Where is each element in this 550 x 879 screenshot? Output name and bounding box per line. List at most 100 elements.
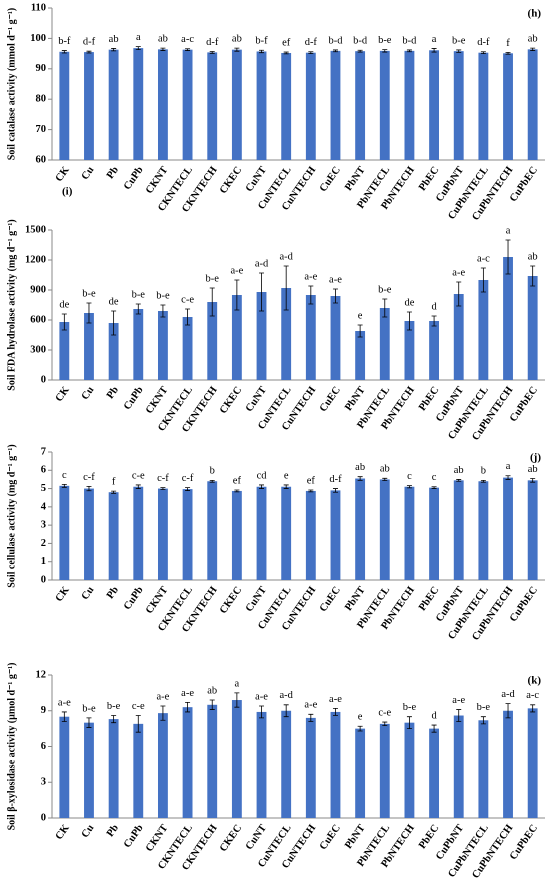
significance-letter: a-e xyxy=(58,697,71,708)
significance-letter: a-e xyxy=(304,700,317,711)
significance-letter: b-e xyxy=(477,702,491,713)
bar xyxy=(379,723,390,818)
significance-letter: b xyxy=(481,466,486,477)
bar xyxy=(305,295,316,380)
bar xyxy=(133,723,144,818)
bar xyxy=(182,489,193,580)
bar xyxy=(231,49,242,161)
x-tick-label: CuPb xyxy=(122,585,146,612)
x-tick-label: CuNT xyxy=(244,823,269,852)
error-bar xyxy=(456,49,462,53)
y-tick-label: 90 xyxy=(36,63,47,74)
error-bar xyxy=(185,702,191,713)
error-bar xyxy=(456,281,462,307)
significance-letter: d xyxy=(431,301,437,312)
error-bar xyxy=(259,272,265,312)
bar xyxy=(478,52,489,160)
bar xyxy=(108,323,119,380)
bar xyxy=(429,50,440,161)
bar xyxy=(305,52,316,160)
significance-letter: c-f xyxy=(157,473,169,484)
significance-letter: a xyxy=(506,461,511,472)
error-bar xyxy=(382,49,388,53)
error-bar xyxy=(332,288,338,304)
significance-letter: b-e xyxy=(378,35,392,46)
significance-letter: d-f xyxy=(83,37,96,48)
bar xyxy=(404,50,415,160)
significance-letter: d xyxy=(431,710,437,721)
x-tick-label: PbEC xyxy=(417,823,441,851)
significance-letter: ef xyxy=(282,37,291,48)
x-tick-label: CuNT xyxy=(244,165,269,194)
error-bar xyxy=(431,48,437,53)
bar xyxy=(305,717,316,818)
error-bar xyxy=(135,715,141,733)
bar xyxy=(503,53,513,160)
bar xyxy=(355,331,366,380)
y-tick-label: 2 xyxy=(41,538,46,549)
error-bar xyxy=(357,725,363,732)
x-tick-label: CK xyxy=(54,584,73,604)
y-tick-label: 70 xyxy=(36,124,47,135)
x-tick-label: PbEC xyxy=(417,385,441,413)
significance-letter: ab xyxy=(528,464,538,475)
bar xyxy=(157,311,168,380)
error-bar xyxy=(234,692,240,708)
significance-letter: a-e xyxy=(230,265,243,276)
significance-letter: c-e xyxy=(181,294,194,305)
error-bar xyxy=(456,709,462,722)
significance-letter: c-f xyxy=(182,473,194,484)
error-bar xyxy=(382,477,388,481)
x-tick-label: CKEC xyxy=(218,385,244,416)
x-tick-label: CK xyxy=(54,164,73,184)
significance-letter: a-e xyxy=(329,694,342,705)
bar xyxy=(503,477,513,580)
error-bar xyxy=(431,724,437,733)
x-tick-label: CuPb xyxy=(122,385,146,412)
significance-letter: c xyxy=(62,470,67,481)
error-bar xyxy=(406,485,412,489)
y-tick-label: 0 xyxy=(41,574,46,585)
x-tick-label: Pb xyxy=(105,585,121,601)
x-tick-label: CK xyxy=(54,822,73,842)
error-bar xyxy=(382,298,388,318)
bar xyxy=(182,49,193,161)
error-bar xyxy=(308,713,314,722)
significance-letter: c xyxy=(432,472,437,483)
significance-letter: a-c xyxy=(526,690,539,701)
error-bar xyxy=(480,51,486,54)
significance-letter: a xyxy=(432,34,437,45)
significance-letter: ab xyxy=(109,34,119,45)
significance-letter: a xyxy=(136,32,141,43)
significance-letter: d-f xyxy=(305,37,318,48)
significance-letter: c-e xyxy=(132,470,145,481)
significance-letter: a-c xyxy=(181,34,194,45)
error-bar xyxy=(357,324,363,338)
y-tick-label: 110 xyxy=(31,2,46,13)
error-bar xyxy=(111,490,117,494)
error-bar xyxy=(61,483,67,488)
bar xyxy=(231,490,242,580)
y-tick-label: 0 xyxy=(41,374,46,385)
significance-letter: a-e xyxy=(181,688,194,699)
error-bar xyxy=(135,303,141,315)
bar xyxy=(429,321,440,380)
error-bar xyxy=(234,489,240,493)
significance-letter: b-e xyxy=(206,273,220,284)
error-bar xyxy=(283,704,289,718)
bar xyxy=(133,48,144,160)
significance-letter: a-d xyxy=(279,690,293,701)
bar xyxy=(404,486,415,580)
y-tick-label: 60 xyxy=(36,154,47,165)
bar xyxy=(404,321,415,380)
x-tick-label: CuEC xyxy=(318,823,343,852)
significance-letter: b-e xyxy=(82,288,96,299)
x-tick-label: Cu xyxy=(80,823,97,840)
x-tick-label: CuNT xyxy=(244,385,269,414)
error-bar xyxy=(209,479,215,483)
error-bar xyxy=(357,49,363,53)
significance-letter: b-d xyxy=(328,35,343,46)
error-bar xyxy=(61,711,67,722)
bar xyxy=(84,313,94,380)
